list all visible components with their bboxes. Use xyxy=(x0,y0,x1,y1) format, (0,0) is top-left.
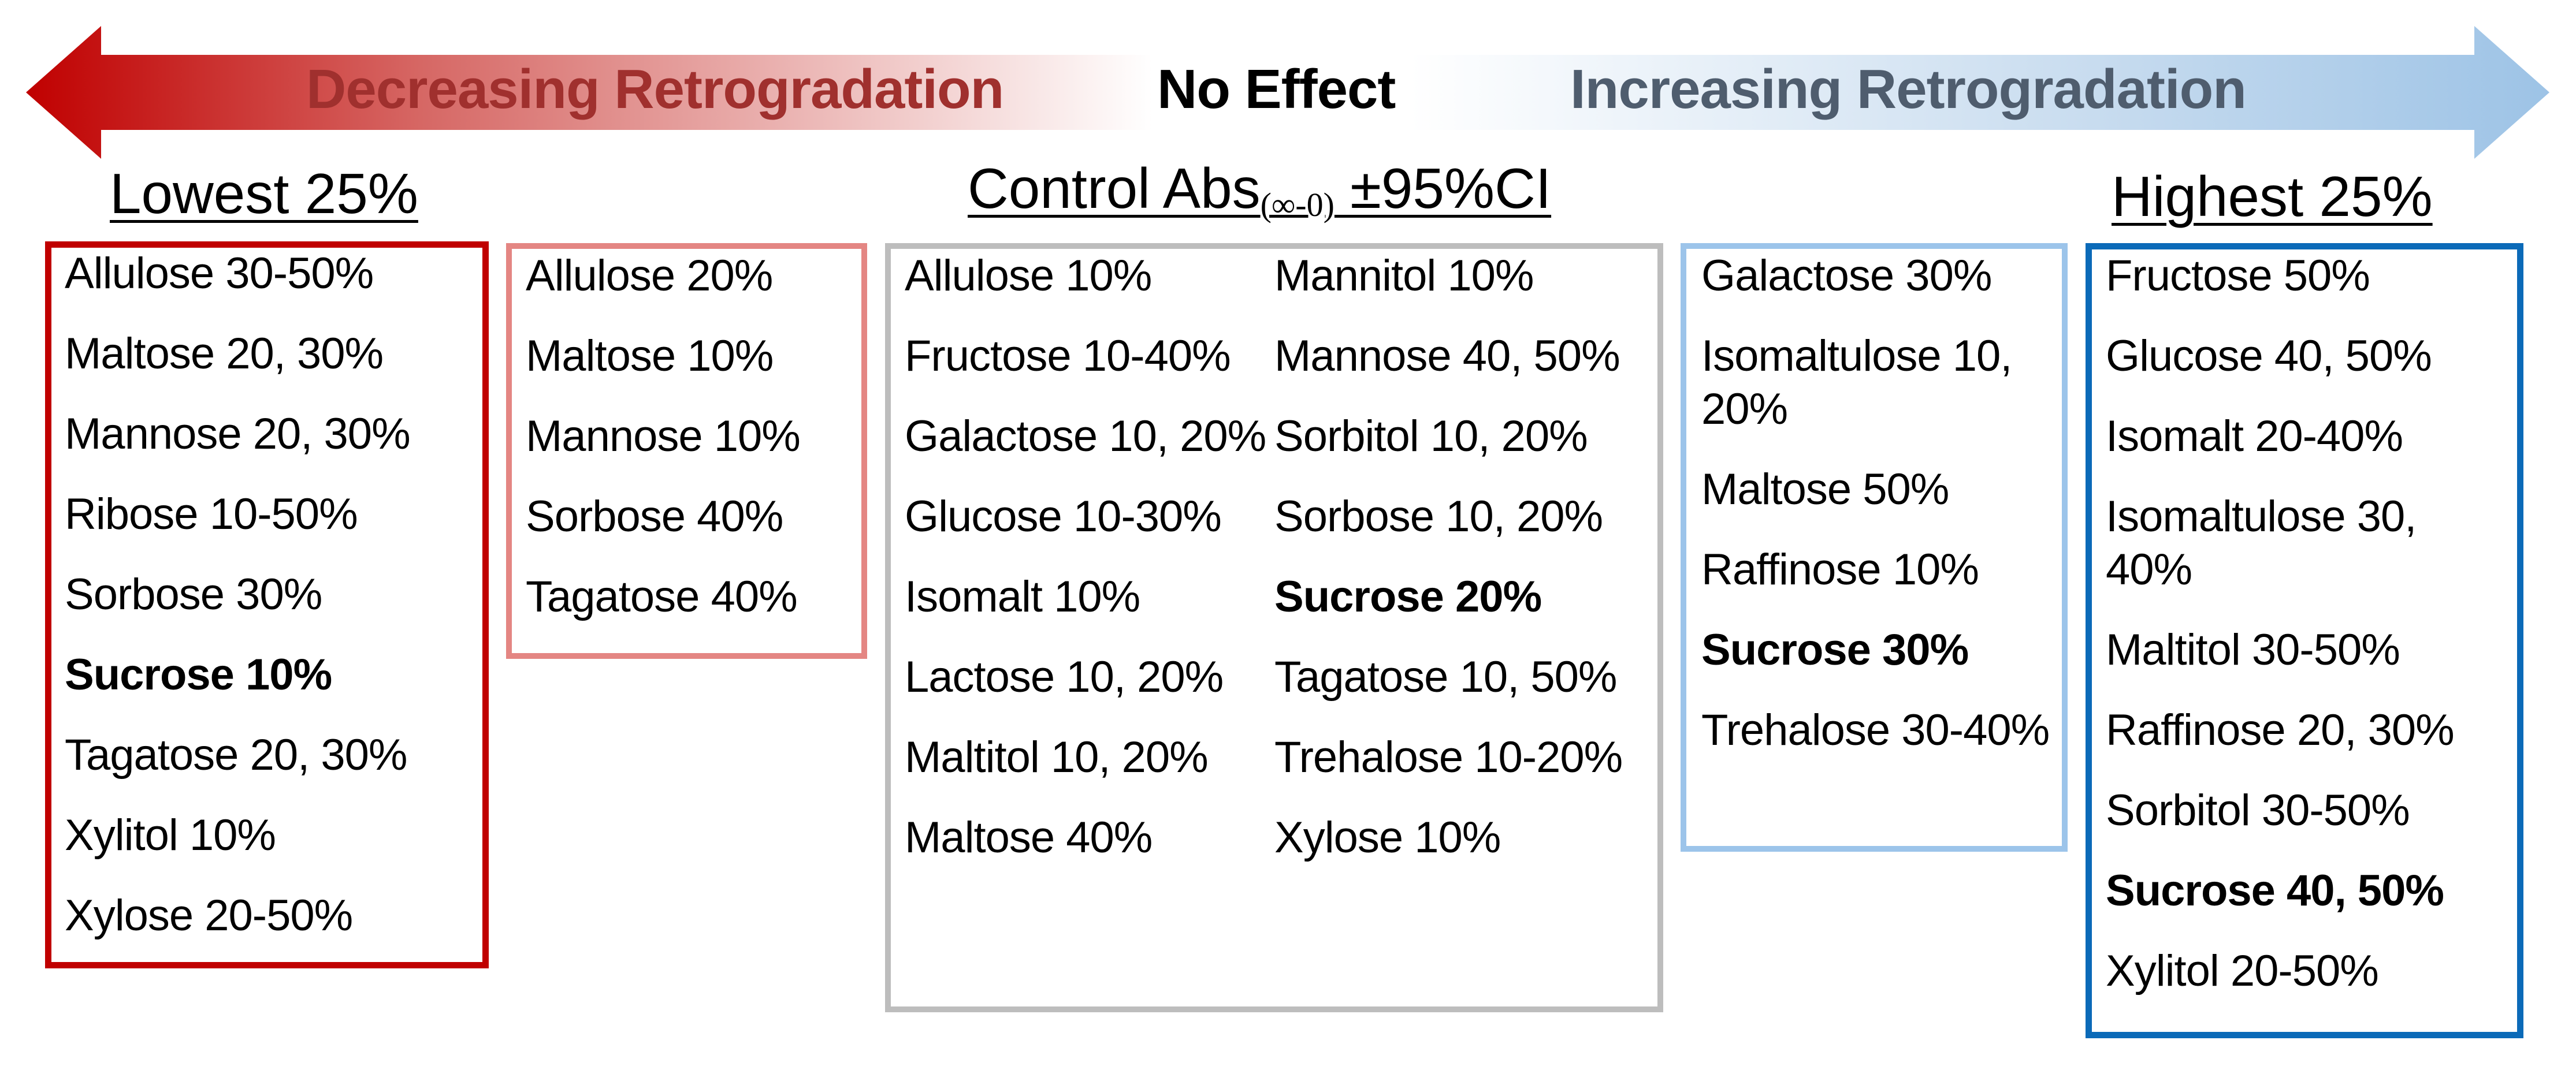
list-item: Sorbose 30% xyxy=(65,570,322,619)
list-item: Sorbose 10, 20% xyxy=(1274,492,1603,541)
list-item: Maltose 40% xyxy=(905,813,1153,862)
list-item: Mannose 20, 30% xyxy=(65,409,411,458)
high-mid-group-list: Galactose 30% Isomaltulose 10, 20% Maltose… xyxy=(1701,249,2054,784)
list-item: Sorbose 40% xyxy=(526,492,783,541)
list-item: Maltitol 10, 20% xyxy=(905,733,1209,782)
control-group-list-column-2: Mannitol 10% Mannose 40, 50% Sorbitol 10, … xyxy=(1274,249,1650,892)
list-item: Raffinose 20, 30% xyxy=(2106,706,2455,755)
control-title-main: Control Abs xyxy=(968,156,1261,220)
list-item: Tagatose 40% xyxy=(526,572,798,621)
list-item: Maltose 20, 30% xyxy=(65,329,384,378)
lowest-group-title: Lowest 25% xyxy=(110,162,418,225)
lowest-group-box xyxy=(45,241,489,968)
decreasing-retrogradation-label: Decreasing Retrogradation xyxy=(306,58,1004,120)
list-item: Isomaltulose 10, 20% xyxy=(1701,331,2012,434)
list-item: Tagatose 20, 30% xyxy=(65,730,407,780)
list-item: Sucrose 10% xyxy=(65,650,332,699)
list-item: Fructose 10-40% xyxy=(905,331,1231,381)
lowest-group-list: Allulose 30-50% Maltose 20, 30% Mannose 20… xyxy=(65,247,469,970)
list-item: Mannitol 10% xyxy=(1274,251,1534,300)
list-item: Xylitol 20-50% xyxy=(2106,946,2379,996)
no-effect-label: No Effect xyxy=(1157,58,1396,120)
list-item: Galactose 10, 20% xyxy=(905,412,1266,461)
list-item: Glucose 40, 50% xyxy=(2106,331,2432,381)
list-item: Maltose 50% xyxy=(1701,465,1949,514)
control-group-list-column-1: Allulose 10% Fructose 10-40% Galactose 10,… xyxy=(905,249,1274,892)
highest-group-box xyxy=(2086,243,2523,1038)
list-item: Allulose 10% xyxy=(905,251,1152,300)
list-item: Sucrose 40, 50% xyxy=(2106,866,2444,915)
list-item: Tagatose 10, 50% xyxy=(1274,653,1617,702)
list-item: Raffinose 10% xyxy=(1701,545,1979,594)
highest-group-list: Fructose 50% Glucose 40, 50% Isomalt 20-40… xyxy=(2106,249,2510,1025)
list-item: Xylitol 10% xyxy=(65,811,276,860)
list-item: Sorbitol 30-50% xyxy=(2106,786,2410,835)
control-group-box xyxy=(885,243,1663,1012)
list-item: Sorbitol 10, 20% xyxy=(1274,412,1588,461)
control-group-title: Control Abs(∞-0) ±95%CI xyxy=(968,154,1551,240)
increasing-retrogradation-label: Increasing Retrogradation xyxy=(1570,58,2247,120)
low-mid-group-list: Allulose 20% Maltose 10% Mannose 10% Sorbos… xyxy=(526,249,849,651)
list-item: Sucrose 30% xyxy=(1701,625,1969,674)
highest-group-title: Highest 25% xyxy=(2112,165,2433,228)
list-item: Mannose 40, 50% xyxy=(1274,331,1620,381)
list-item: Trehalose 30-40% xyxy=(1701,706,2050,755)
list-item: Maltose 10% xyxy=(526,331,774,381)
low-mid-group-box xyxy=(506,243,867,659)
list-item: Maltitol 30-50% xyxy=(2106,625,2400,674)
control-title-subscript: (∞-0) xyxy=(1260,186,1335,223)
list-item: Fructose 50% xyxy=(2106,251,2370,300)
list-item: Isomalt 20-40% xyxy=(2106,412,2403,461)
list-item: Allulose 30-50% xyxy=(65,249,374,298)
list-item: Sucrose 20% xyxy=(1274,572,1542,621)
list-item: Galactose 30% xyxy=(1701,251,1992,300)
list-item: Xylose 20-50% xyxy=(65,891,353,940)
control-title-ci: ±95%CI xyxy=(1334,156,1552,220)
list-item: Xylose 10% xyxy=(1274,813,1501,862)
list-item: Isomaltulose 30, 40% xyxy=(2106,492,2417,594)
right-arrow-shape xyxy=(1410,26,2549,159)
high-mid-group-box xyxy=(1681,243,2068,852)
list-item: Glucose 10-30% xyxy=(905,492,1222,541)
list-item: Trehalose 10-20% xyxy=(1274,733,1623,782)
list-item: Lactose 10, 20% xyxy=(905,653,1224,702)
list-item: Allulose 20% xyxy=(526,251,773,300)
list-item: Ribose 10-50% xyxy=(65,490,358,539)
list-item: Mannose 10% xyxy=(526,412,801,461)
retrogradation-arrow xyxy=(26,26,2549,159)
left-arrow-shape xyxy=(26,26,1153,159)
list-item: Isomalt 10% xyxy=(905,572,1140,621)
